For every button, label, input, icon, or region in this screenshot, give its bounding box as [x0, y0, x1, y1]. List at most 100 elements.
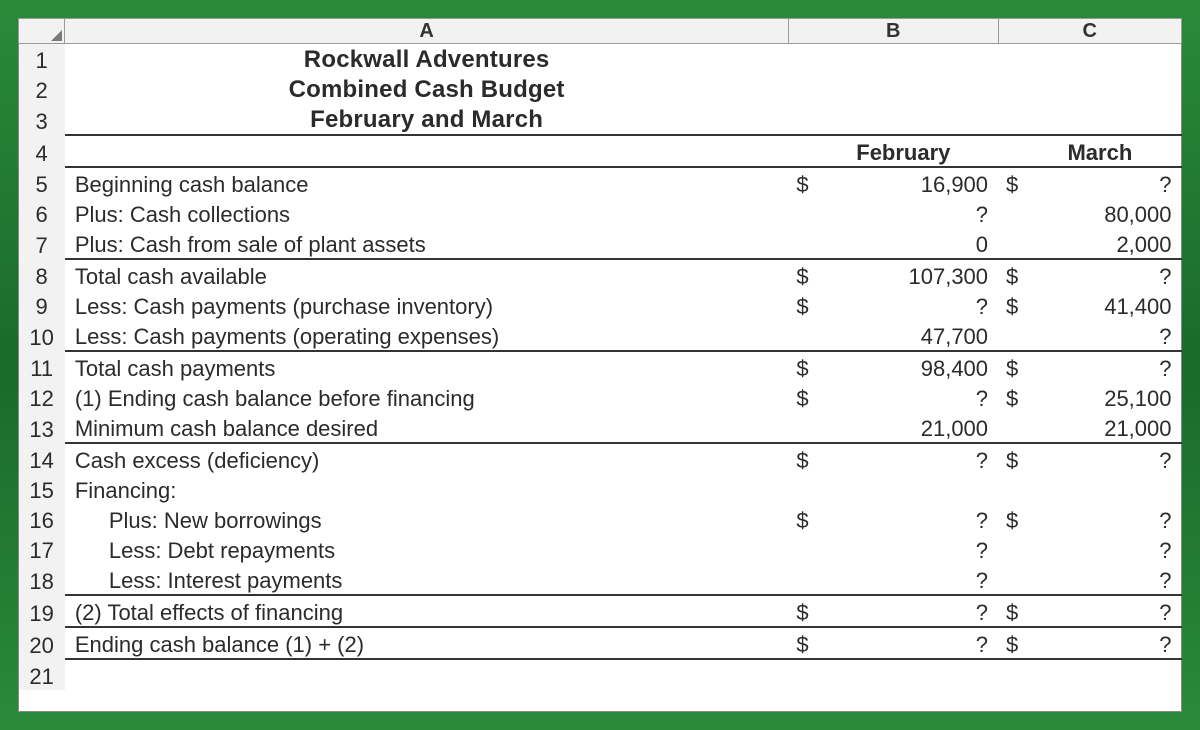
label-cell[interactable]: Ending cash balance (1) + (2): [65, 627, 789, 659]
value-cell-mar[interactable]: 80,000: [1028, 198, 1181, 228]
value-cell-mar[interactable]: [1028, 474, 1181, 504]
currency-symbol-cell[interactable]: $: [788, 167, 818, 198]
value-cell-feb[interactable]: ?: [819, 595, 998, 627]
currency-symbol-cell[interactable]: $: [998, 351, 1028, 382]
value-cell-mar[interactable]: ?: [1028, 534, 1181, 564]
value-cell-mar[interactable]: ?: [1028, 595, 1181, 627]
currency-symbol-cell[interactable]: [998, 320, 1028, 351]
row-number[interactable]: 14: [19, 443, 65, 474]
period-header-mar[interactable]: March: [1028, 135, 1181, 167]
row-number[interactable]: 18: [19, 564, 65, 595]
label-cell[interactable]: Less: Interest payments: [65, 564, 789, 595]
currency-symbol-cell[interactable]: $: [998, 627, 1028, 659]
currency-symbol-cell[interactable]: [998, 564, 1028, 595]
label-cell[interactable]: Minimum cash balance desired: [65, 412, 789, 443]
currency-symbol-cell[interactable]: $: [788, 290, 818, 320]
currency-symbol-cell[interactable]: [998, 534, 1028, 564]
row-number[interactable]: 4: [19, 135, 65, 167]
value-cell-feb[interactable]: ?: [819, 443, 998, 474]
currency-symbol-cell[interactable]: [788, 564, 818, 595]
currency-symbol-cell[interactable]: [788, 198, 818, 228]
row-number[interactable]: 1: [19, 44, 65, 75]
currency-symbol-cell[interactable]: [998, 228, 1028, 259]
value-cell-mar[interactable]: [1028, 659, 1181, 690]
label-cell[interactable]: Plus: Cash from sale of plant assets: [65, 228, 789, 259]
value-cell-feb[interactable]: [819, 474, 998, 504]
value-cell-mar[interactable]: 2,000: [1028, 228, 1181, 259]
row-number[interactable]: 16: [19, 504, 65, 534]
title-cell[interactable]: Rockwall Adventures: [65, 44, 789, 75]
label-cell[interactable]: Less: Cash payments (purchase inventory): [65, 290, 789, 320]
row-number[interactable]: 6: [19, 198, 65, 228]
value-cell-mar[interactable]: ?: [1028, 504, 1181, 534]
value-cell-feb[interactable]: [819, 659, 998, 690]
value-cell-mar[interactable]: ?: [1028, 443, 1181, 474]
currency-symbol-cell[interactable]: [998, 659, 1028, 690]
row-number[interactable]: 8: [19, 259, 65, 290]
value-cell-feb[interactable]: ?: [819, 290, 998, 320]
row-number[interactable]: 7: [19, 228, 65, 259]
currency-symbol-cell[interactable]: [788, 412, 818, 443]
currency-symbol-cell[interactable]: $: [998, 259, 1028, 290]
label-cell[interactable]: Plus: Cash collections: [65, 198, 789, 228]
currency-symbol-cell[interactable]: [788, 534, 818, 564]
row-number[interactable]: 13: [19, 412, 65, 443]
currency-symbol-cell[interactable]: $: [788, 627, 818, 659]
value-cell-feb[interactable]: ?: [819, 534, 998, 564]
value-cell-feb[interactable]: 0: [819, 228, 998, 259]
value-cell-feb[interactable]: ?: [819, 198, 998, 228]
currency-symbol-cell[interactable]: $: [788, 443, 818, 474]
col-header-A[interactable]: A: [65, 19, 789, 44]
row-number[interactable]: 20: [19, 627, 65, 659]
value-cell-feb[interactable]: 21,000: [819, 412, 998, 443]
value-cell-feb[interactable]: 107,300: [819, 259, 998, 290]
label-cell[interactable]: Beginning cash balance: [65, 167, 789, 198]
value-cell-feb[interactable]: 98,400: [819, 351, 998, 382]
currency-symbol-cell[interactable]: [788, 474, 818, 504]
currency-symbol-cell[interactable]: $: [788, 351, 818, 382]
label-cell[interactable]: [65, 659, 789, 690]
currency-symbol-cell[interactable]: $: [788, 382, 818, 412]
row-number[interactable]: 9: [19, 290, 65, 320]
value-cell-feb[interactable]: ?: [819, 382, 998, 412]
label-cell[interactable]: Total cash payments: [65, 351, 789, 382]
value-cell-mar[interactable]: ?: [1028, 259, 1181, 290]
currency-symbol-cell[interactable]: $: [998, 595, 1028, 627]
label-cell[interactable]: (2) Total effects of financing: [65, 595, 789, 627]
label-cell[interactable]: Less: Cash payments (operating expenses): [65, 320, 789, 351]
label-cell[interactable]: Plus: New borrowings: [65, 504, 789, 534]
row-number[interactable]: 17: [19, 534, 65, 564]
label-cell[interactable]: (1) Ending cash balance before financing: [65, 382, 789, 412]
value-cell-mar[interactable]: 41,400: [1028, 290, 1181, 320]
value-cell-feb[interactable]: 16,900: [819, 167, 998, 198]
row-number[interactable]: 21: [19, 659, 65, 690]
value-cell-feb[interactable]: ?: [819, 504, 998, 534]
currency-symbol-cell[interactable]: [788, 228, 818, 259]
label-cell[interactable]: Less: Debt repayments: [65, 534, 789, 564]
row-number[interactable]: 19: [19, 595, 65, 627]
row-number[interactable]: 15: [19, 474, 65, 504]
currency-symbol-cell[interactable]: $: [788, 504, 818, 534]
label-cell[interactable]: Cash excess (deficiency): [65, 443, 789, 474]
currency-symbol-cell[interactable]: $: [998, 504, 1028, 534]
row-number[interactable]: 12: [19, 382, 65, 412]
currency-symbol-cell[interactable]: $: [998, 167, 1028, 198]
col-header-B[interactable]: B: [788, 19, 998, 44]
row-number[interactable]: 3: [19, 104, 65, 135]
value-cell-feb[interactable]: ?: [819, 564, 998, 595]
value-cell-mar[interactable]: ?: [1028, 564, 1181, 595]
value-cell-mar[interactable]: ?: [1028, 320, 1181, 351]
value-cell-mar[interactable]: 25,100: [1028, 382, 1181, 412]
value-cell-mar[interactable]: ?: [1028, 627, 1181, 659]
row-number[interactable]: 5: [19, 167, 65, 198]
value-cell-mar[interactable]: ?: [1028, 167, 1181, 198]
row-number[interactable]: 10: [19, 320, 65, 351]
value-cell-mar[interactable]: ?: [1028, 351, 1181, 382]
period-header-feb[interactable]: February: [819, 135, 998, 167]
currency-symbol-cell[interactable]: [788, 659, 818, 690]
select-all-corner[interactable]: [19, 19, 65, 44]
label-cell[interactable]: Financing:: [65, 474, 789, 504]
currency-symbol-cell[interactable]: [998, 198, 1028, 228]
value-cell-mar[interactable]: 21,000: [1028, 412, 1181, 443]
row-number[interactable]: 2: [19, 74, 65, 104]
